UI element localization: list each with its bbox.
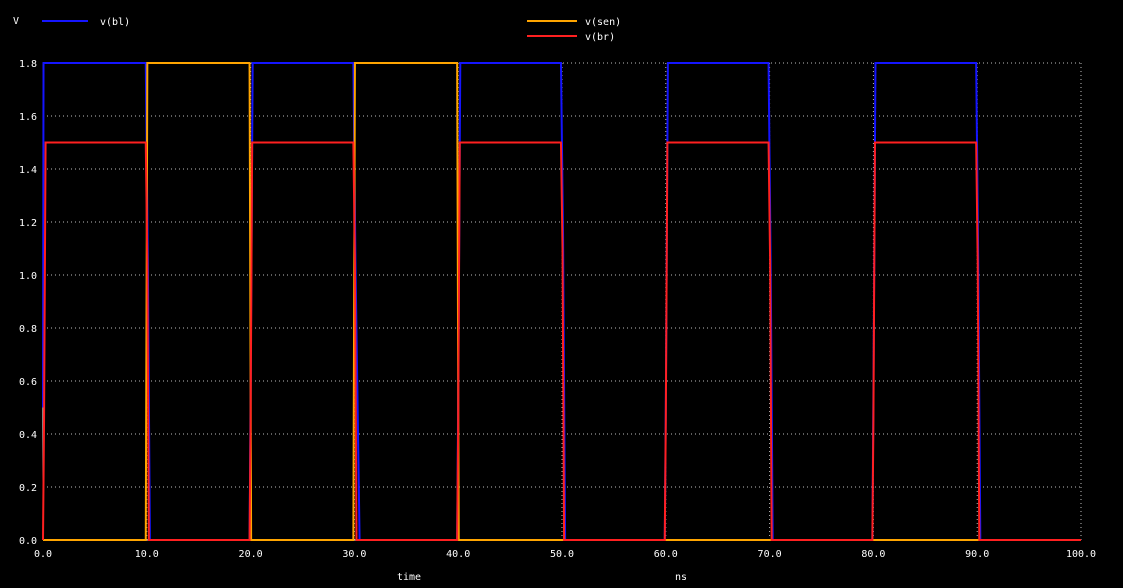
y-tick-label: 1.8	[19, 59, 37, 70]
x-tick-label: 30.0	[342, 549, 366, 560]
x-tick-label: 10.0	[135, 549, 159, 560]
y-tick-label: 1.4	[19, 165, 37, 176]
legend-label-v-bl: v(bl)	[100, 17, 130, 28]
x-tick-label: 0.0	[34, 549, 52, 560]
y-tick-label: 1.2	[19, 218, 37, 229]
legend-label-v-br: v(br)	[585, 32, 615, 43]
y-tick-label: 0.6	[19, 377, 37, 388]
y-unit-label: V	[13, 16, 19, 27]
x-tick-label: 40.0	[446, 549, 470, 560]
y-tick-label: 1.6	[19, 112, 37, 123]
x-tick-label: 60.0	[654, 549, 678, 560]
x-tick-label: 100.0	[1066, 549, 1096, 560]
y-tick-label: 0.2	[19, 483, 37, 494]
x-tick-label: 50.0	[550, 549, 574, 560]
x-unit-label: ns	[675, 572, 687, 583]
series-layer	[42, 62, 1081, 541]
y-tick-label: 0.8	[19, 324, 37, 335]
series-line-v-sen	[43, 62, 1081, 541]
x-tick-label: 70.0	[758, 549, 782, 560]
x-tick-label: 80.0	[861, 549, 885, 560]
y-tick-label: 0.0	[19, 536, 37, 547]
x-tick-label: 20.0	[239, 549, 263, 560]
x-tick-label: 90.0	[965, 549, 989, 560]
y-tick-label: 1.0	[19, 271, 37, 282]
series-line-v-br	[42, 141, 1081, 541]
tick-labels: 0.0 10.0 20.0 30.0 40.0 50.0 60.0 70.0 80.0 90.0 1…	[19, 59, 1096, 560]
y-tick-label: 0.4	[19, 430, 37, 441]
legend: v(bl) v(sen) v(br)	[42, 17, 621, 43]
legend-label-v-sen: v(sen)	[585, 17, 621, 28]
x-axis-label: time	[397, 572, 421, 583]
